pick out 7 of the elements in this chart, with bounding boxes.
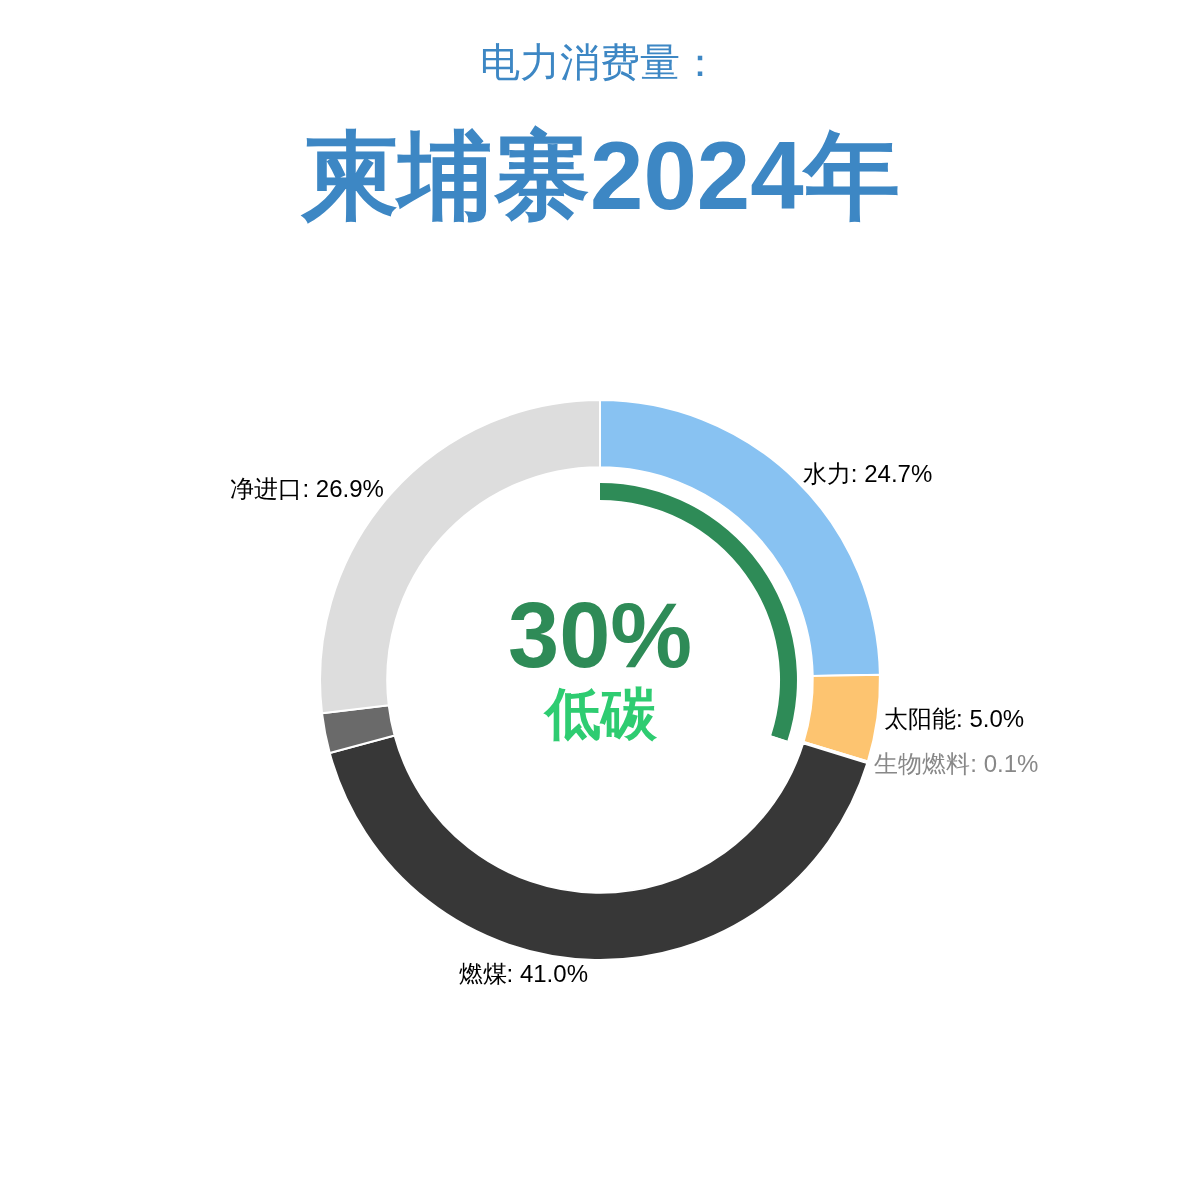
- chart-subtitle: 电力消费量：: [480, 40, 720, 84]
- slice-label: 净进口: 26.9%: [230, 474, 384, 502]
- slice-label: 太阳能: 5.0%: [884, 705, 1025, 733]
- slice-label: 生物燃料: 0.1%: [874, 749, 1039, 777]
- chart-title: 柬埔寨2024年: [300, 122, 900, 229]
- slice-label: 燃煤: 41.0%: [458, 959, 588, 987]
- slice-label: 水力: 24.7%: [802, 459, 933, 487]
